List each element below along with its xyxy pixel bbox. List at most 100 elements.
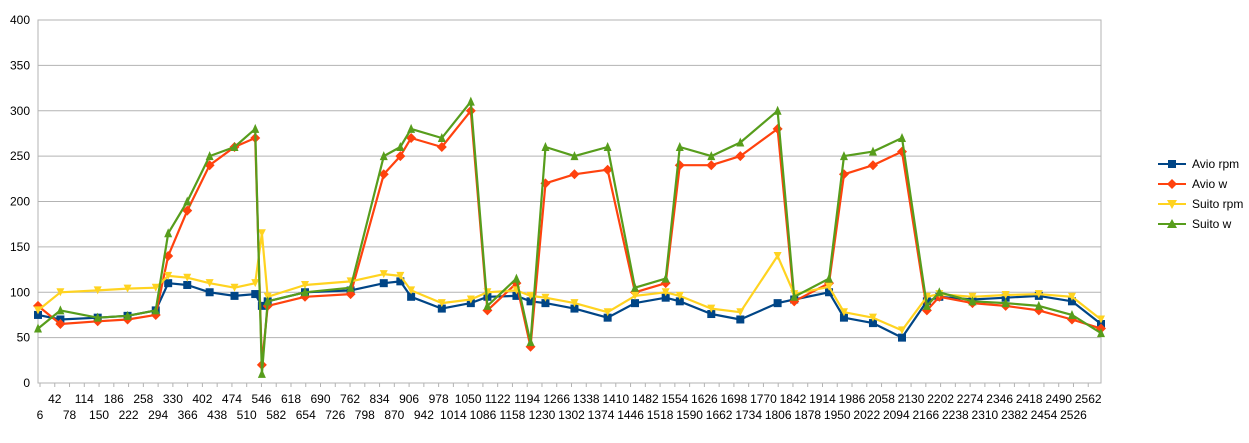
- x-tick-label: 150: [89, 408, 109, 422]
- x-tick-label: 1302: [558, 408, 585, 422]
- x-tick-label: 2274: [957, 392, 984, 406]
- data-point-avio-w: [378, 169, 389, 180]
- x-tick-label: 186: [104, 392, 124, 406]
- x-tick-label: 2058: [868, 392, 895, 406]
- x-tick-label: 402: [192, 392, 212, 406]
- data-point-suito-rpm: [1001, 290, 1010, 299]
- data-point-suito-rpm: [839, 308, 848, 317]
- x-tick-label: 1626: [691, 392, 718, 406]
- x-tick-label: 1338: [573, 392, 600, 406]
- x-tick-label: 2166: [912, 408, 939, 422]
- data-point-suito-rpm: [707, 304, 716, 313]
- data-point-avio-rpm: [570, 304, 579, 313]
- data-point-avio-rpm: [526, 297, 535, 306]
- x-tick-label: 2094: [883, 408, 910, 422]
- x-tick-label: 654: [296, 408, 316, 422]
- data-point-suito-rpm: [868, 313, 877, 322]
- x-tick-label: 762: [340, 392, 360, 406]
- x-tick-label: 1842: [780, 392, 807, 406]
- data-point-suito-rpm: [205, 279, 214, 288]
- data-point-avio-rpm: [868, 319, 877, 328]
- x-tick-label: 2526: [1060, 408, 1087, 422]
- x-tick-label: 330: [163, 392, 183, 406]
- x-tick-label: 1410: [602, 392, 629, 406]
- data-point-avio-w: [569, 169, 580, 180]
- data-point-suito-rpm: [773, 251, 782, 260]
- data-point-suito-w: [300, 287, 309, 297]
- data-point-suito-w: [183, 196, 192, 206]
- x-tick-label: 1266: [543, 392, 570, 406]
- x-tick-label: 1194: [514, 392, 540, 406]
- x-tick-label: 942: [414, 408, 434, 422]
- legend-swatch-suito-rpm: [1158, 200, 1186, 209]
- legend-swatch-suito-w: [1158, 219, 1186, 228]
- y-tick-label: 300: [10, 104, 30, 118]
- data-point-avio-rpm: [707, 310, 716, 319]
- data-point-suito-w: [1067, 309, 1076, 319]
- data-point-suito-rpm: [93, 286, 102, 295]
- x-tick-label: 1374: [588, 408, 615, 422]
- y-tick-label: 150: [10, 240, 30, 254]
- data-point-avio-w: [55, 319, 66, 330]
- data-point-avio-rpm: [396, 277, 405, 286]
- data-point-suito-rpm: [675, 291, 684, 300]
- data-point-suito-rpm: [570, 299, 579, 308]
- data-point-suito-w: [1097, 328, 1105, 338]
- x-tick-label: 690: [310, 392, 330, 406]
- x-tick-label: 1230: [529, 408, 556, 422]
- x-tick-label: 2454: [1031, 408, 1058, 422]
- data-point-suito-rpm: [631, 291, 640, 300]
- series-suito-w: [34, 96, 1105, 378]
- data-point-suito-w: [151, 305, 160, 315]
- data-point-suito-rpm: [541, 293, 550, 302]
- data-point-suito-w: [407, 123, 416, 133]
- legend-label-avio-w: Avio w: [1192, 177, 1228, 191]
- data-point-avio-rpm: [34, 310, 42, 319]
- data-point-suito-w: [922, 300, 931, 310]
- data-point-suito-w: [839, 151, 848, 161]
- x-tick-label: 1698: [721, 392, 748, 406]
- data-point-avio-rpm: [205, 288, 214, 297]
- legend-label-suito-w: Suito w: [1192, 217, 1232, 231]
- data-point-avio-rpm: [164, 279, 173, 288]
- grid-lines: [37, 19, 1102, 384]
- x-tick-label: 798: [355, 408, 375, 422]
- x-tick-label: 2562: [1075, 392, 1102, 406]
- data-point-avio-rpm: [825, 288, 834, 297]
- data-point-suito-rpm: [1034, 290, 1043, 299]
- data-point-suito-w: [346, 282, 355, 292]
- x-tick-label: 2130: [898, 392, 925, 406]
- data-point-avio-w: [395, 151, 406, 162]
- data-point-suito-rpm: [407, 286, 416, 295]
- data-point-avio-w: [602, 164, 613, 175]
- x-tick-label: 1014: [440, 408, 467, 422]
- x-tick-label: 78: [63, 408, 77, 422]
- data-point-avio-w: [436, 142, 447, 153]
- data-point-suito-w: [93, 312, 102, 322]
- data-point-suito-rpm: [251, 279, 260, 288]
- x-tick-label: 510: [237, 408, 257, 422]
- x-tick-label: 1914: [809, 392, 836, 406]
- x-tick-label: 1518: [647, 408, 674, 422]
- data-point-suito-w: [205, 151, 214, 161]
- data-point-avio-w: [182, 205, 193, 216]
- x-tick-label: 1878: [794, 408, 821, 422]
- data-point-avio-rpm: [230, 291, 239, 300]
- series-avio-w: [33, 105, 1106, 370]
- data-point-suito-w: [123, 310, 132, 320]
- legend: Avio rpm Avio w Suito rpm Suito w: [1158, 154, 1248, 234]
- x-tick-label: 1806: [765, 408, 792, 422]
- data-point-suito-rpm: [1067, 292, 1076, 301]
- x-tick-label: 1554: [661, 392, 688, 406]
- legend-label-avio-rpm: Avio rpm: [1192, 157, 1240, 171]
- data-point-suito-rpm: [257, 229, 266, 238]
- y-tick-label: 50: [17, 331, 31, 345]
- data-point-avio-w: [867, 160, 878, 171]
- data-point-avio-rpm: [183, 280, 192, 289]
- data-point-avio-rpm: [773, 299, 782, 308]
- x-tick-label: 906: [399, 392, 419, 406]
- data-point-suito-w: [570, 151, 579, 161]
- data-point-suito-rpm: [1097, 315, 1105, 324]
- data-point-suito-w: [707, 151, 716, 161]
